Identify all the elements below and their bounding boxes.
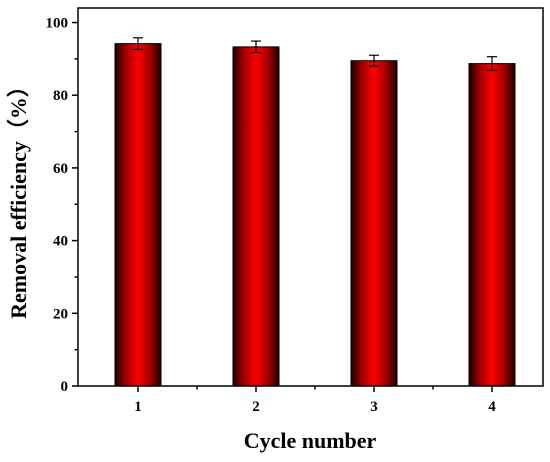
y-tick-label-0: 0 (61, 379, 69, 395)
x-axis: 1 2 3 4 (134, 386, 496, 415)
bar-cycle-1 (114, 43, 162, 387)
plot-frame (77, 7, 544, 387)
x-tick-label-1: 1 (134, 399, 142, 415)
x-tick-label-3: 3 (370, 399, 378, 415)
y-tick-label-20: 20 (53, 306, 68, 322)
x-axis-title: Cycle number (244, 428, 377, 453)
y-tick-label-80: 80 (53, 88, 68, 104)
bar-cycle-3 (350, 60, 398, 387)
y-axis: 0 20 40 60 80 100 (46, 16, 78, 395)
bar-cycle-4 (468, 63, 516, 387)
bars-group (114, 43, 516, 387)
x-tick-label-4: 4 (488, 399, 496, 415)
x-tick-label-2: 2 (252, 399, 260, 415)
bar-cycle-2 (232, 46, 280, 387)
y-tick-label-40: 40 (53, 234, 68, 250)
error-bars-group (133, 37, 497, 72)
y-tick-label-100: 100 (46, 16, 69, 32)
y-axis-title: Removal efficiency（%） (6, 75, 31, 319)
y-tick-label-60: 60 (53, 161, 68, 177)
